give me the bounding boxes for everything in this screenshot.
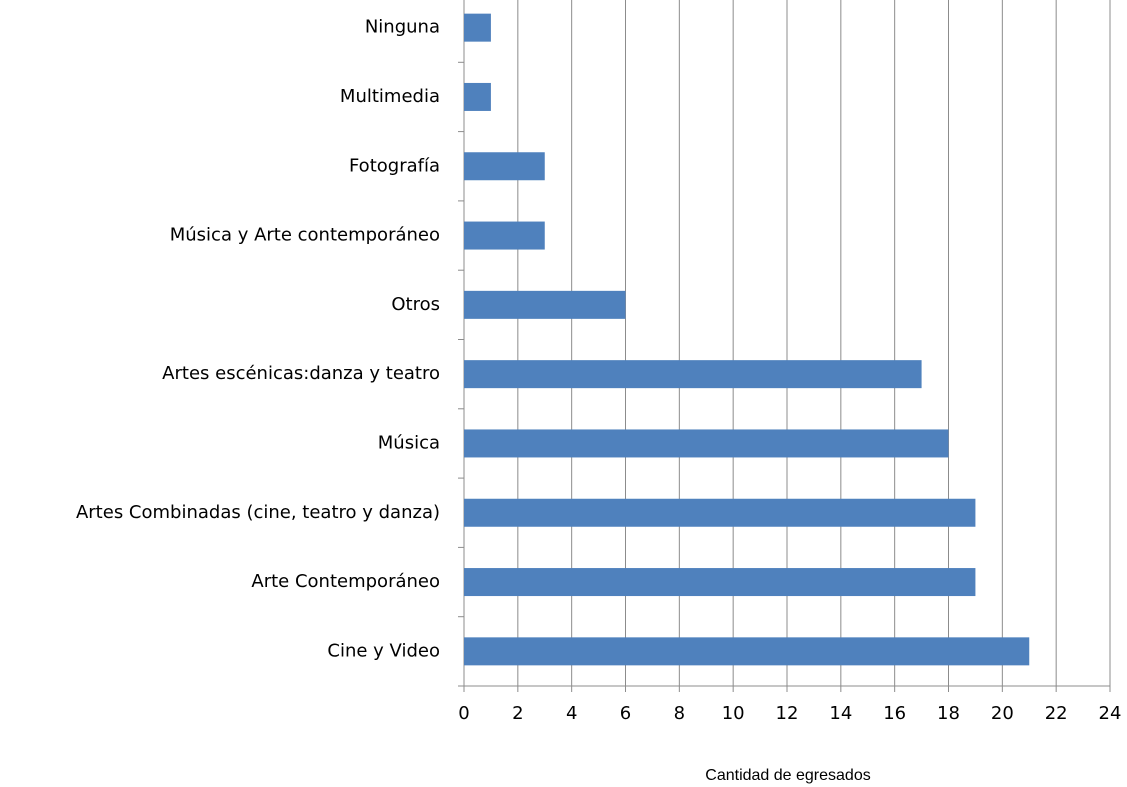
- bar: [464, 290, 626, 319]
- bar: [464, 637, 1030, 666]
- x-tick-label: 0: [458, 703, 469, 724]
- x-tick-label: 20: [991, 703, 1014, 724]
- y-tick-label: Cine y Video: [327, 640, 440, 661]
- x-tick-label: 12: [776, 703, 799, 724]
- y-tick-label: Arte Contemporáneo: [251, 571, 440, 592]
- bar: [464, 360, 922, 389]
- x-tick-label: 18: [937, 703, 960, 724]
- y-tick-label: Artes Combinadas (cine, teatro y danza): [76, 502, 440, 523]
- bar: [464, 152, 545, 181]
- x-tick-label: 4: [566, 703, 577, 724]
- y-tick-label: Fotografía: [349, 155, 440, 176]
- y-tick-label: Ninguna: [365, 17, 440, 38]
- x-tick-label: 22: [1045, 703, 1068, 724]
- bar: [464, 221, 545, 250]
- x-axis-label: Cantidad de egresados: [705, 767, 870, 784]
- bar: [464, 429, 949, 458]
- x-tick-label: 10: [722, 703, 745, 724]
- x-tick-label: 2: [512, 703, 523, 724]
- y-tick-label: Multimedia: [340, 86, 440, 107]
- x-tick-label: 6: [620, 703, 631, 724]
- bar: [464, 82, 491, 111]
- bar: [464, 13, 491, 42]
- x-tick-label: 24: [1099, 703, 1122, 724]
- y-tick-label: Artes escénicas:danza y teatro: [162, 363, 440, 384]
- bar: [464, 568, 976, 597]
- x-tick-label: 16: [883, 703, 906, 724]
- x-tick-label: 14: [829, 703, 852, 724]
- y-tick-label: Otros: [391, 294, 440, 315]
- bar: [464, 498, 976, 527]
- x-tick-label: 8: [674, 703, 685, 724]
- y-tick-label: Música: [378, 432, 440, 453]
- y-tick-label: Música y Arte contemporáneo: [170, 225, 440, 246]
